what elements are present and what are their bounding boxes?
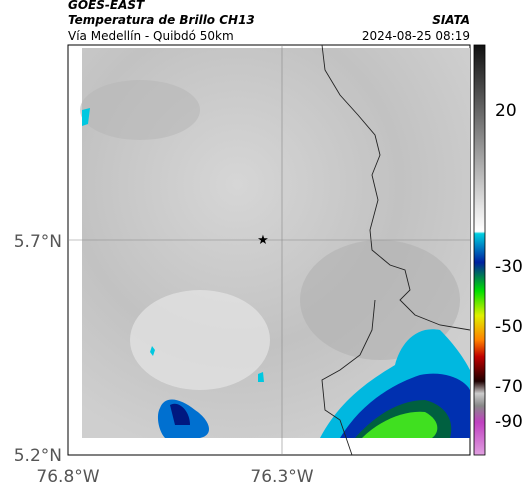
colorbar [473, 44, 486, 456]
lat-label: 5.7°N [14, 232, 62, 252]
border [321, 44, 471, 456]
cloud [300, 240, 460, 360]
lon-label: 76.3°W [250, 467, 313, 487]
subtitle: Vía Medellín - Quibdó 50km [68, 29, 234, 43]
cold-cloud [258, 372, 264, 382]
cold-cloud [170, 403, 190, 425]
title: Temperatura de Brillo CH13 [68, 13, 255, 27]
colorbar-tick: -50 [495, 317, 523, 337]
colorbar-tick: -90 [495, 412, 523, 432]
colorbar-tick: -70 [495, 377, 523, 397]
colorbar-tick: 20 [495, 101, 517, 121]
colorbar-tick: -30 [495, 257, 523, 277]
map: ★ [67, 44, 471, 456]
cold-cloud [362, 411, 438, 438]
city-marker: ★ [257, 233, 269, 248]
cold-cloud [150, 346, 155, 356]
lat-label: 5.2°N [14, 446, 62, 466]
cloud [80, 80, 200, 140]
source: GOES-EAST [68, 0, 145, 12]
cold-cloud [82, 108, 90, 126]
org: SIATA [432, 13, 470, 27]
datetime: 2024-08-25 08:19 [362, 29, 470, 43]
lon-label: 76.8°W [36, 467, 99, 487]
cloud [130, 290, 270, 390]
colorbar-scale [473, 44, 486, 456]
